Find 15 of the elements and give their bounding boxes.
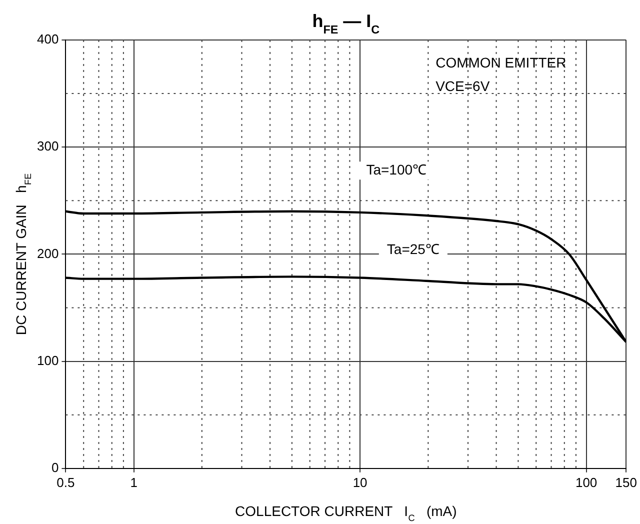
annotation: COMMON EMITTER	[436, 54, 566, 70]
y-tick-label: 100	[36, 352, 59, 368]
x-tick-label: 0.5	[56, 474, 75, 490]
x-tick-label: 100	[575, 474, 598, 490]
y-axis-title: DC CURRENT GAIN hFE	[12, 173, 33, 336]
y-tick-label: 400	[36, 32, 59, 47]
y-tick-label: 0	[51, 460, 59, 475]
x-tick-label: 150	[615, 474, 638, 490]
y-tick-label: 300	[36, 138, 59, 154]
x-tick-label: 1	[130, 474, 138, 490]
annotation: Ta=100℃	[366, 162, 427, 178]
y-tick-label: 200	[36, 246, 59, 261]
x-tick-label: 10	[352, 474, 368, 490]
annotation: VCE=6V	[436, 78, 490, 94]
annotation: Ta=25℃	[386, 240, 440, 257]
